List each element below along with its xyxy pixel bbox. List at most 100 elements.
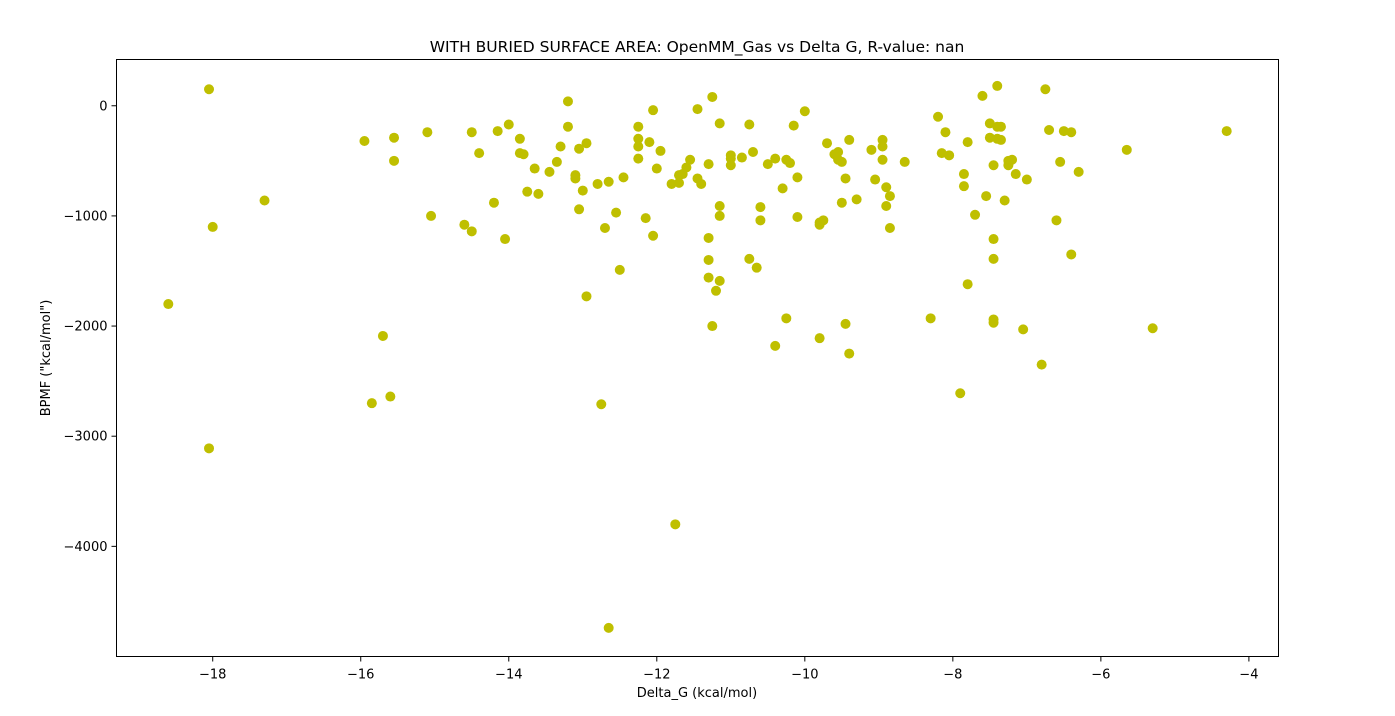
data-point [970, 209, 981, 220]
data-point [925, 313, 936, 324]
data-point [377, 330, 388, 341]
data-point [599, 223, 610, 234]
data-point [633, 141, 644, 152]
data-point [736, 152, 747, 163]
data-point [777, 183, 788, 194]
data-point [670, 519, 681, 530]
y-tick-label: −2000 [64, 320, 108, 335]
data-point [389, 155, 400, 166]
y-axis-label: BPMF ("kcal/mol") [39, 300, 54, 417]
data-point [1221, 126, 1232, 137]
data-point [899, 156, 910, 167]
data-point [685, 154, 696, 165]
points-layer [163, 80, 1232, 633]
data-point [562, 121, 573, 132]
data-point [981, 191, 992, 202]
data-point [492, 126, 503, 137]
data-point [770, 340, 781, 351]
chart-title: WITH BURIED SURFACE AREA: OpenMM_Gas vs … [430, 38, 965, 57]
data-point [1036, 359, 1047, 370]
data-point [725, 150, 736, 161]
data-point [644, 137, 655, 148]
data-point [581, 291, 592, 302]
data-point [836, 156, 847, 167]
data-point [640, 213, 651, 224]
data-point [944, 150, 955, 161]
y-tick-label: −1000 [64, 209, 108, 224]
data-point [1018, 324, 1029, 335]
data-point [385, 391, 396, 402]
data-point [555, 141, 566, 152]
data-point [707, 91, 718, 102]
x-tick-label: −6 [1091, 668, 1110, 683]
data-point [884, 223, 895, 234]
data-point [877, 141, 888, 152]
data-point [655, 145, 666, 156]
data-point [603, 622, 614, 633]
data-point [592, 178, 603, 189]
data-point [851, 194, 862, 205]
data-point [707, 321, 718, 332]
plot-frame [116, 59, 1279, 657]
data-point [940, 127, 951, 138]
data-point [359, 136, 370, 147]
data-point [389, 132, 400, 143]
data-point [933, 111, 944, 122]
data-point [562, 96, 573, 107]
data-point [611, 207, 622, 218]
data-point [995, 134, 1006, 145]
data-point [877, 154, 888, 165]
data-point [840, 318, 851, 329]
x-axis: −18 −16 −14 −12 −10 −8 −6 −4 [199, 656, 1258, 683]
y-axis: −4000 −3000 −2000 −1000 0 [64, 99, 117, 555]
data-point [792, 212, 803, 223]
data-point [503, 119, 514, 130]
x-axis-label: Delta_G (kcal/mol) [637, 686, 757, 701]
data-point [1147, 323, 1158, 334]
data-point [844, 348, 855, 359]
y-tick-label: −4000 [64, 540, 108, 555]
data-point [962, 279, 973, 290]
data-point [788, 120, 799, 131]
data-point [681, 162, 692, 173]
data-point [814, 333, 825, 344]
data-point [955, 388, 966, 399]
data-point [474, 148, 485, 159]
data-point [500, 234, 511, 245]
data-point [770, 153, 781, 164]
data-point [711, 285, 722, 296]
data-point [988, 253, 999, 264]
data-point [692, 104, 703, 115]
data-point [207, 221, 218, 232]
y-tick-label: −3000 [64, 430, 108, 445]
data-point [781, 313, 792, 324]
data-point [992, 80, 1003, 91]
data-point [577, 185, 588, 196]
data-point [1066, 127, 1077, 138]
data-point [1066, 249, 1077, 260]
data-point [1055, 156, 1066, 167]
data-point [703, 159, 714, 170]
data-point [703, 254, 714, 265]
data-point [751, 262, 762, 273]
x-tick-label: −14 [495, 668, 522, 683]
data-point [977, 90, 988, 101]
data-point [840, 173, 851, 184]
data-point [533, 188, 544, 199]
data-point [1058, 126, 1069, 137]
data-point [1051, 215, 1062, 226]
data-point [988, 160, 999, 171]
x-tick-label: −16 [347, 668, 374, 683]
data-point [995, 121, 1006, 132]
data-point [488, 197, 499, 208]
data-point [204, 84, 215, 95]
data-point [870, 174, 881, 185]
data-point [259, 195, 270, 206]
data-point [748, 147, 759, 158]
x-tick-label: −18 [199, 668, 226, 683]
data-point [633, 153, 644, 164]
data-point [785, 158, 796, 169]
data-point [988, 234, 999, 245]
